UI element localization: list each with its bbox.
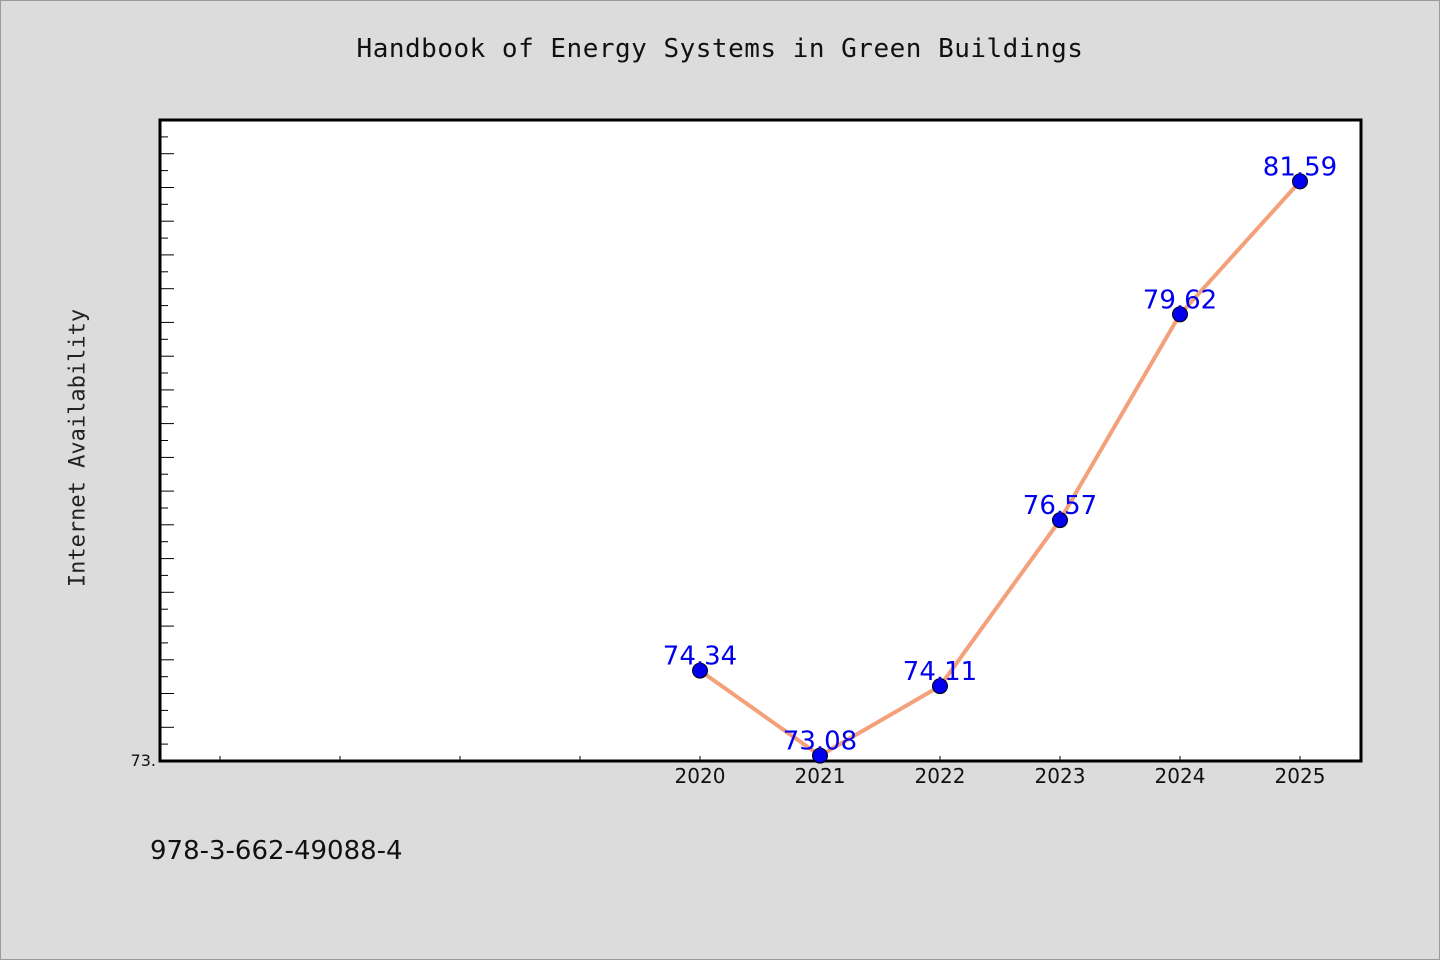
x-axis-tick-labels: 2020 2021 2022 2023 2024 2025 xyxy=(675,764,1326,788)
isbn-footer: 978-3-662-49088-4 xyxy=(150,836,403,866)
data-label: 76.57 xyxy=(1023,491,1097,521)
data-labels: 74.34 73.08 74.11 76.57 79.62 81.59 xyxy=(663,152,1337,756)
data-label: 73.08 xyxy=(783,727,857,757)
data-label: 81.59 xyxy=(1263,152,1337,182)
data-point xyxy=(812,747,828,764)
data-label: 74.34 xyxy=(663,642,737,672)
data-label: 79.62 xyxy=(1143,285,1217,315)
x-tick-label: 2025 xyxy=(1275,764,1326,788)
series-markers xyxy=(692,173,1308,764)
series-line xyxy=(698,179,1302,758)
x-tick-label: 2020 xyxy=(675,764,726,788)
series-line-group xyxy=(698,179,1302,758)
x-tick-label: 2024 xyxy=(1155,764,1206,788)
data-point xyxy=(1052,512,1068,529)
data-point xyxy=(692,662,708,679)
data-point xyxy=(1292,173,1308,190)
x-tick-label: 2021 xyxy=(795,764,846,788)
data-point xyxy=(1172,306,1188,323)
x-tick-label: 2023 xyxy=(1035,764,1086,788)
plot-area xyxy=(158,118,1363,763)
x-tick-label: 2022 xyxy=(915,764,966,788)
data-point xyxy=(932,678,948,695)
y-axis-ticks xyxy=(160,136,174,745)
chart-title: Handbook of Energy Systems in Green Buil… xyxy=(356,34,1084,64)
data-label: 74.11 xyxy=(903,657,977,687)
y-axis-min-label: 73. xyxy=(131,751,156,770)
